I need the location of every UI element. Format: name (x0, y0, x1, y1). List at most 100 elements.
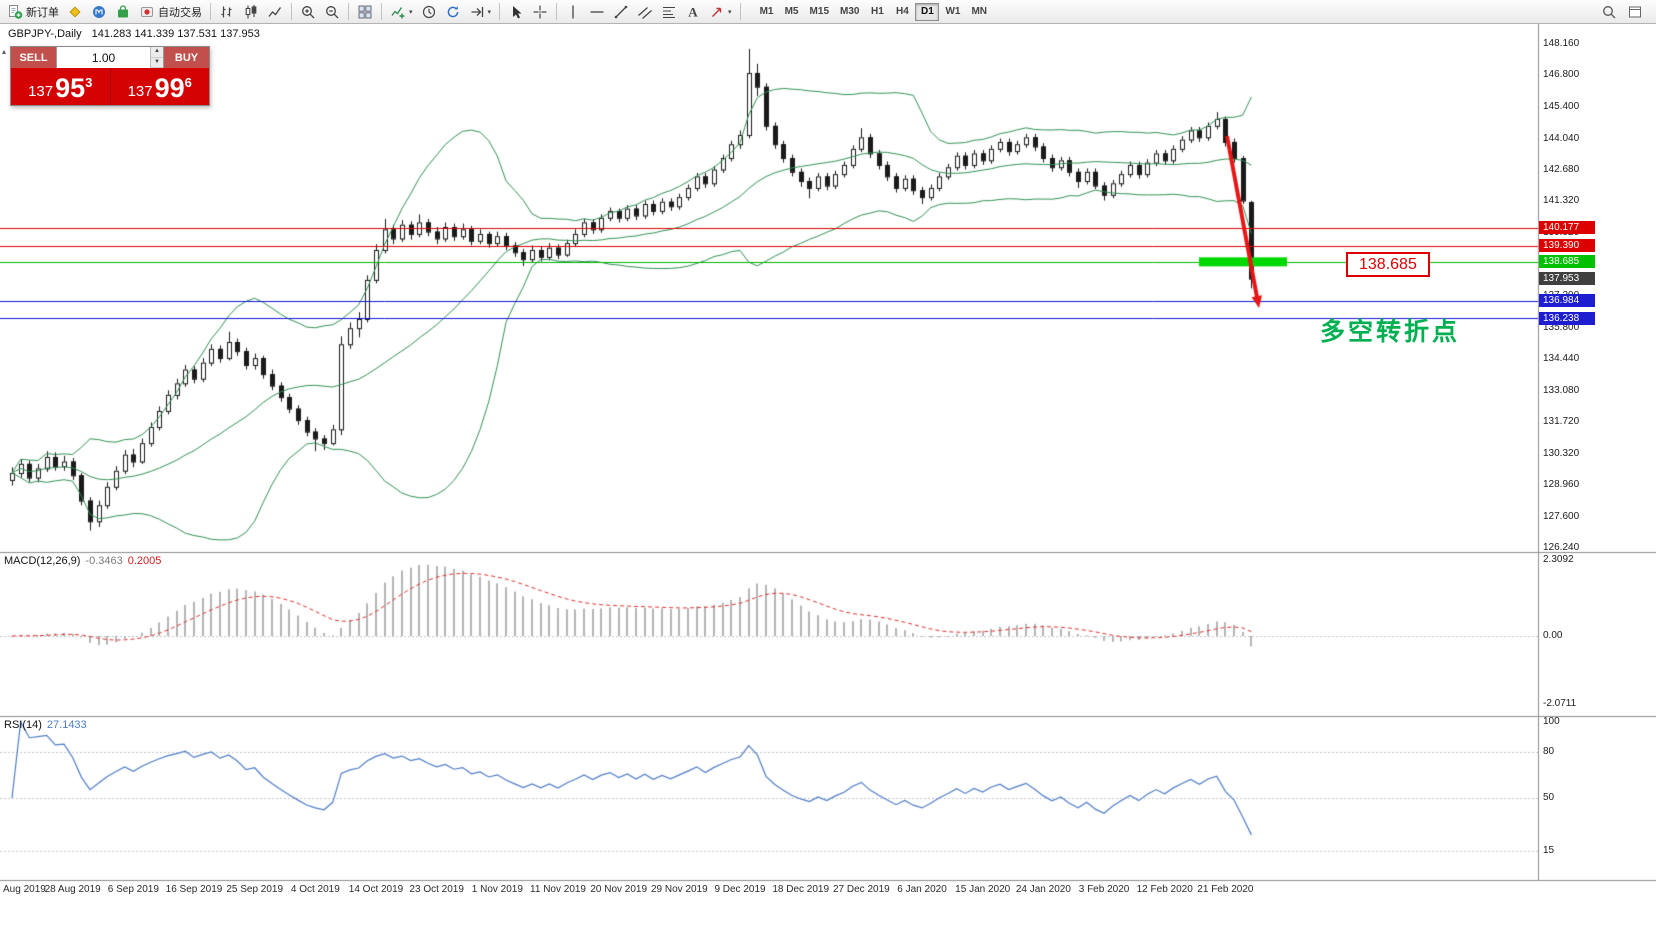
vertical-line-button[interactable] (561, 1, 585, 22)
line-chart-icon (267, 4, 283, 20)
date-axis-label: 16 Sep 2019 (165, 884, 223, 895)
crosshair-button[interactable] (528, 1, 552, 22)
sell-price-prefix: 137 (28, 83, 54, 101)
price-axis-label: 141.320 (1543, 195, 1580, 207)
price-tag: 137.953 (1539, 272, 1595, 286)
price-tag: 138.685 (1539, 255, 1595, 269)
trendline-button[interactable] (609, 1, 633, 22)
quote-panel-collapse-icon[interactable]: ▴ (2, 47, 7, 56)
date-axis-label: 27 Dec 2019 (833, 884, 890, 895)
price-window-button[interactable] (1623, 1, 1647, 22)
timeframe-h4-button[interactable]: H4 (890, 3, 914, 21)
timeframe-m15-button[interactable]: M15 (805, 3, 834, 21)
price-callout-label[interactable]: 138.685 (1346, 252, 1430, 278)
date-axis-label: 1 Nov 2019 (471, 884, 523, 895)
price-axis-label: 134.440 (1543, 353, 1580, 365)
date-axis-label: 11 Nov 2019 (530, 884, 586, 895)
timeframe-m30-button[interactable]: M30 (835, 3, 864, 21)
symbol-period-label: GBPJPY-,Daily (8, 28, 82, 40)
date-axis-label: 6 Jan 2020 (897, 884, 947, 895)
timeframe-h1-button[interactable]: H1 (865, 3, 889, 21)
annotation-text[interactable]: 多空转折点 (1320, 318, 1461, 346)
community-button[interactable] (87, 1, 111, 22)
macd-axis-label: -2.0711 (1543, 698, 1577, 710)
macd-axis-label: 0.00 (1543, 630, 1563, 641)
one-click-price-row: 137 95 3 137 99 6 (11, 68, 209, 105)
price-axis-label: 131.720 (1543, 416, 1580, 427)
price-axis-label: 148.160 (1543, 38, 1580, 49)
chart-window: GBPJPY-,Daily 141.283 141.339 137.531 13… (0, 24, 1656, 947)
equidistant-channel-button[interactable] (633, 1, 657, 22)
horizontal-line-button[interactable] (585, 1, 609, 22)
horizontal-line-icon (589, 4, 605, 20)
candlestick-chart-button[interactable] (239, 1, 263, 22)
vertical-line-icon (565, 4, 581, 20)
market-icon (115, 4, 131, 20)
timeframe-m1-button[interactable]: M1 (755, 3, 779, 21)
volume-down-button[interactable]: ▼ (151, 57, 163, 68)
date-axis-label: 25 Sep 2019 (226, 884, 284, 895)
text-label-button[interactable]: A (681, 1, 705, 22)
volume-up-button[interactable]: ▲ (151, 47, 163, 58)
price-tag: 136.238 (1539, 311, 1595, 325)
date-axis-label: 14 Oct 2019 (348, 884, 404, 895)
channel-icon (637, 4, 653, 20)
toolbar-separator (556, 3, 558, 20)
date-axis-label: 23 Oct 2019 (409, 884, 464, 895)
zoom-in-button[interactable] (296, 1, 320, 22)
timeframe-w1-button[interactable]: W1 (940, 3, 965, 21)
window-icon (1627, 4, 1643, 20)
dropdown-caret-icon: ▾ (487, 8, 492, 16)
line-chart-button[interactable] (263, 1, 287, 22)
rsi-label: RSI(14) 27.1433 (4, 719, 92, 731)
metaeditor-button[interactable] (63, 1, 87, 22)
price-tag: 136.984 (1539, 294, 1595, 308)
autotrading-label: 自动交易 (158, 6, 202, 19)
date-axis-label: 9 Dec 2019 (714, 884, 766, 895)
date-axis-label: 15 Jan 2020 (955, 884, 1011, 895)
volume-input[interactable] (57, 47, 150, 68)
refresh-icon (445, 4, 461, 20)
autotrading-button[interactable]: 自动交易 (135, 1, 206, 22)
date-axis-label: 20 Nov 2019 (590, 884, 648, 895)
sell-price-big: 95 (55, 73, 86, 103)
date-axis-label: 21 Feb 2020 (1197, 884, 1254, 895)
zoom-out-button[interactable] (320, 1, 344, 22)
new-order-icon (7, 4, 23, 20)
tile-windows-button[interactable] (353, 1, 377, 22)
auto-scroll-button[interactable] (441, 1, 465, 22)
market-button[interactable] (111, 1, 135, 22)
timeframe-m5-button[interactable]: M5 (780, 3, 804, 21)
buy-price-display[interactable]: 137 99 6 (111, 68, 210, 105)
volume-field: ▲ ▼ (56, 47, 164, 68)
chart-shift-button[interactable]: ▾ (465, 1, 496, 22)
buy-button[interactable]: BUY (164, 47, 209, 68)
bar-chart-icon (219, 4, 235, 20)
sell-button[interactable]: SELL (11, 47, 56, 68)
macd-value-main: -0.3463 (85, 555, 123, 567)
objects-list-button[interactable] (417, 1, 441, 22)
shift-icon (469, 4, 485, 20)
fibonacci-button[interactable] (657, 1, 681, 22)
bar-chart-button[interactable] (215, 1, 239, 22)
timeframe-mn-button[interactable]: MN (966, 3, 992, 21)
buy-price-sup: 6 (184, 75, 192, 90)
buy-price-prefix: 137 (127, 83, 153, 101)
timeframe-d1-button[interactable]: D1 (915, 2, 940, 21)
arrows-button[interactable]: ▾ (705, 1, 736, 22)
cursor-button[interactable] (504, 1, 528, 22)
date-axis-label: 12 Feb 2020 (1136, 884, 1193, 895)
new-order-button[interactable]: 新订单 (3, 1, 63, 22)
indicators-button[interactable]: ▾ (386, 1, 417, 22)
rsi-axis-label: 50 (1543, 792, 1555, 803)
zoom-out-icon (324, 4, 340, 20)
sell-price-sup: 3 (85, 75, 93, 90)
chart-canvas[interactable] (0, 24, 1656, 947)
toolbar-right-group (1597, 1, 1653, 22)
svg-text:A: A (688, 4, 698, 19)
search-button[interactable] (1597, 1, 1621, 22)
toolbar: 新订单 自动交易 ▾ ▾ A ▾ M1 M5 M15 M30 H1 H4 D1 W1 MN (0, 0, 1656, 24)
toolbar-separator (210, 3, 211, 20)
toolbar-separator (381, 3, 382, 20)
sell-price-display[interactable]: 137 95 3 (11, 68, 111, 105)
